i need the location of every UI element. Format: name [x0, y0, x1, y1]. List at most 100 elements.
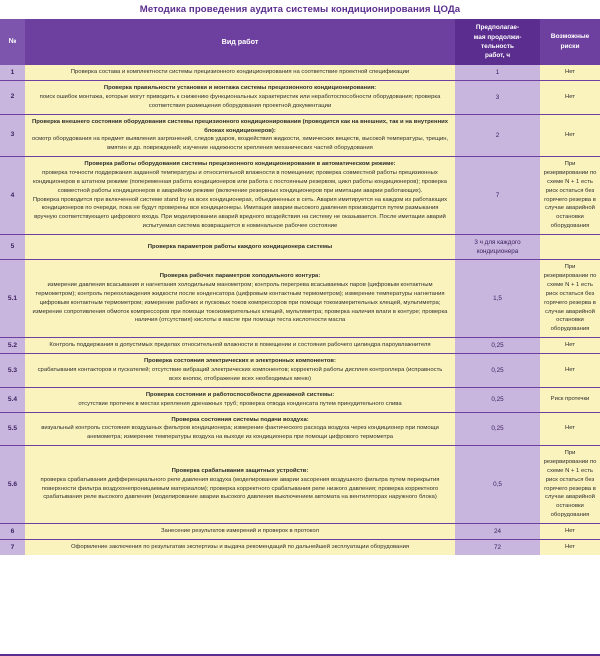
row-duration: 2 — [455, 113, 540, 157]
row-risk: Нет — [540, 80, 600, 115]
row-risk: При резервировании по схеме N + 1 есть р… — [540, 156, 600, 235]
row-risk: Нет — [540, 353, 600, 388]
row-number: 4 — [0, 156, 25, 235]
row-risk: Нет — [540, 523, 600, 540]
row-number: 7 — [0, 539, 25, 556]
risk-header-line-2: риски — [560, 43, 580, 50]
row-work-description: Контроль поддержания в допустимых предел… — [25, 337, 455, 354]
table-row: 5.5 Проверка состояния системы подачи воз… — [0, 411, 600, 446]
work-title: Проверка правильности установки и монтаж… — [103, 85, 377, 92]
row-number: 2 — [0, 80, 25, 115]
row-duration: 3 ч для каждого кондиционера — [455, 234, 540, 260]
row-duration: 0,25 — [455, 337, 540, 354]
work-title: Проверка состояния электрических и элект… — [144, 358, 336, 365]
duration-header-line-3: тельность — [481, 43, 514, 50]
row-work-description: Проверка состояния системы подачи воздух… — [25, 411, 455, 446]
row-number: 5 — [0, 234, 25, 260]
row-duration: 7 — [455, 156, 540, 235]
row-duration: 1 — [455, 65, 540, 81]
table-row: 5 Проверка параметров работы каждого конд… — [0, 234, 600, 260]
column-header-duration: Предполагае- мая продолжи- тельность раб… — [455, 19, 540, 65]
work-details: визуальный контроль состояния воздушных … — [41, 425, 439, 441]
row-number: 1 — [0, 65, 25, 81]
table-row: 5.2 Контроль поддержания в допустимых пре… — [0, 337, 600, 354]
row-risk — [540, 234, 600, 260]
table-row: 5.4 Проверка состояния и работоспособност… — [0, 386, 600, 413]
table-row: 3 Проверка внешнего состояния оборудовани… — [0, 113, 600, 157]
risk-header-line-1: Возможные — [550, 33, 590, 41]
work-title: Проверка работы оборудования системы пре… — [84, 161, 396, 168]
table-row: 7 Оформление заключения по результатам эк… — [0, 539, 600, 556]
table-header-row: № Вид работ Предполагае- мая продолжи- т… — [0, 19, 600, 65]
row-work-description: Проверка срабатывания защитных устройств… — [25, 445, 455, 524]
row-risk: Нет — [540, 411, 600, 446]
work-details: проверка точности поддержания заданной т… — [33, 170, 447, 194]
row-risk: Нет — [540, 337, 600, 354]
table-row: 4 Проверка работы оборудования системы пр… — [0, 156, 600, 235]
table-row: 6 Занесение результатов измерений и прове… — [0, 523, 600, 540]
work-details: Проверка состава и комплектности системы… — [70, 69, 410, 76]
row-duration: 1,5 — [455, 259, 540, 338]
work-title: Проверка рабочих параметров холодильного… — [159, 273, 321, 280]
row-work-description: Оформление заключения по результатам экс… — [25, 539, 455, 556]
work-details: поиск ошибок монтажа, которые могут прив… — [39, 93, 441, 109]
work-details: отсутствие протечек в местах крепления д… — [78, 400, 402, 407]
row-duration: 0,25 — [455, 411, 540, 446]
work-title: Проверка состояния системы подачи воздух… — [171, 416, 309, 423]
table-row: 1 Проверка состава и комплектности систем… — [0, 65, 600, 81]
work-details: Занесение результатов измерений и провер… — [160, 528, 320, 535]
duration-header-line-1: Предполагае- — [475, 24, 520, 32]
row-duration: 3 — [455, 80, 540, 115]
work-title: Проверка внешнего состояния оборудования… — [31, 118, 449, 134]
work-details: осмотр оборудования на предмет выявления… — [31, 136, 449, 152]
row-work-description: Проверка состояния и работоспособности д… — [25, 386, 455, 413]
row-number: 6 — [0, 523, 25, 540]
row-risk: При резервировании по схеме N + 1 есть р… — [540, 445, 600, 524]
work-title: Проверка параметров работы каждого конди… — [147, 243, 333, 250]
row-risk: Нет — [540, 539, 600, 556]
audit-table: № Вид работ Предполагае- мая продолжи- т… — [0, 19, 600, 556]
row-work-description: Проверка рабочих параметров холодильного… — [25, 259, 455, 338]
table-row: 5.3 Проверка состояния электрических и эл… — [0, 353, 600, 388]
row-number: 3 — [0, 113, 25, 157]
row-number: 5.6 — [0, 445, 25, 524]
table-header: № Вид работ Предполагае- мая продолжи- т… — [0, 19, 600, 65]
row-risk: Нет — [540, 113, 600, 157]
column-header-number: № — [0, 19, 25, 65]
work-details-secondary: Проверка проводится при включенной систе… — [32, 196, 448, 230]
work-details: срабатывания контакторов и пускателей; о… — [37, 367, 443, 382]
work-details: Оформление заключения по результатам экс… — [70, 544, 410, 551]
row-work-description: Проверка правильности установки и монтаж… — [25, 80, 455, 115]
column-header-risks: Возможные риски — [540, 19, 600, 65]
work-details: Контроль поддержания в допустимых предел… — [49, 342, 431, 349]
row-number: 5.4 — [0, 386, 25, 413]
document-title-bar: Методика проведения аудита системы конди… — [0, 0, 600, 19]
audit-table-container: № Вид работ Предполагае- мая продолжи- т… — [0, 19, 600, 656]
row-duration: 0,5 — [455, 445, 540, 524]
row-work-description: Проверка состояния электрических и элект… — [25, 353, 455, 388]
column-header-work-type: Вид работ — [25, 19, 455, 65]
row-risk: Риск протечки — [540, 386, 600, 413]
table-row: 5.6 Проверка срабатывания защитных устрой… — [0, 445, 600, 524]
row-duration: 0,25 — [455, 386, 540, 413]
row-duration: 24 — [455, 523, 540, 540]
duration-header-line-2: мая продолжи- — [473, 33, 522, 41]
row-number: 5.5 — [0, 411, 25, 446]
work-details: проверка срабатывания дифференциального … — [40, 476, 440, 501]
row-work-description: Проверка параметров работы каждого конди… — [25, 234, 455, 260]
work-title: Проверка срабатывания защитных устройств… — [171, 467, 309, 474]
row-risk: Нет — [540, 65, 600, 81]
table-row: 5.1 Проверка рабочих параметров холодильн… — [0, 259, 600, 338]
row-number: 5.2 — [0, 337, 25, 354]
row-duration: 0,25 — [455, 353, 540, 388]
row-number: 5.1 — [0, 259, 25, 338]
duration-header-line-4: работ, ч — [484, 52, 511, 60]
table-body: 1 Проверка состава и комплектности систем… — [0, 65, 600, 556]
row-number: 5.3 — [0, 353, 25, 388]
row-work-description: Проверка внешнего состояния оборудования… — [25, 113, 455, 157]
row-work-description: Занесение результатов измерений и провер… — [25, 523, 455, 540]
work-details: измерение давления всасывания и нагнетан… — [32, 281, 448, 324]
row-risk: При резервировании по схеме N + 1 есть р… — [540, 259, 600, 338]
work-title: Проверка состояния и работоспособности д… — [145, 391, 335, 398]
